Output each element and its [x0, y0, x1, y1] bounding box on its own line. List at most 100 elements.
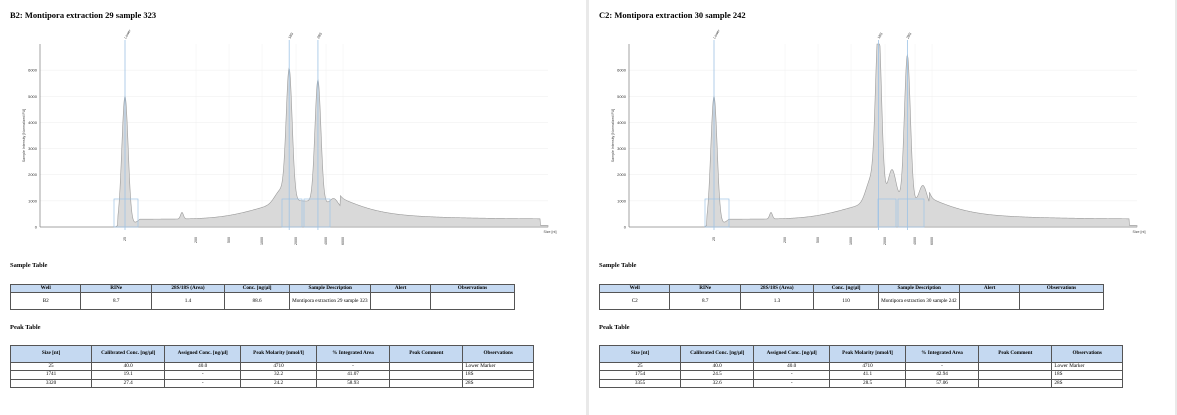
calibrated-conc-cell: 27.4 — [91, 378, 166, 389]
sample-table-label: Sample Table — [10, 262, 48, 269]
col-integrated-area: % Integrated Area — [904, 345, 980, 363]
col-integrated-area: % Integrated Area — [315, 345, 391, 363]
electropherogram-chart: 0 1000 2000 3000 4000 5000 6000 Sample Intensit… — [611, 28, 1146, 245]
x-tick-label: 200 — [194, 237, 198, 243]
col-peak-comment: Peak Comment — [978, 345, 1053, 363]
ratio-cell: 1.3 — [739, 292, 815, 311]
peak-label: 18S — [288, 31, 295, 39]
assigned-conc-cell: - — [164, 370, 242, 380]
col-ratio: 28S/18S (Area) — [150, 283, 226, 294]
y-tick-label: 0 — [624, 225, 627, 230]
area-cell: - — [904, 361, 980, 372]
size-cell: 25 — [598, 361, 682, 372]
page-title: B2: Montipora extraction 29 sample 323 — [10, 10, 157, 20]
integration-region — [877, 198, 897, 228]
col-observations: Observations — [429, 283, 516, 294]
comment-cell — [389, 361, 464, 372]
col-calibrated-conc: Calibrated Conc. [ng/µl] — [680, 345, 755, 363]
calibrated-conc-cell: 24.5 — [680, 370, 755, 380]
table-row: B2 8.7 1.4 88.6 Montipora extraction 29 … — [9, 292, 516, 311]
integration-region — [303, 198, 331, 228]
x-axis-label: Size [nt] — [1133, 230, 1146, 234]
observations-cell: Lower Marker — [1051, 361, 1123, 372]
col-well: Well — [9, 283, 82, 294]
col-peak-molarity: Peak Molarity [nmol/l] — [240, 345, 317, 363]
x-tick-label: 500 — [227, 237, 231, 243]
molarity-cell: 41.1 — [829, 370, 906, 380]
col-ratio: 28S/18S (Area) — [739, 283, 815, 294]
conc-cell: 88.6 — [224, 292, 291, 311]
x-tick-label: 200 — [783, 237, 787, 243]
y-tick-label: 0 — [35, 225, 38, 230]
col-rine: RINe — [669, 283, 741, 294]
calibrated-conc-cell: 32.6 — [680, 378, 755, 389]
col-size: Size [nt] — [9, 345, 93, 363]
observations-cell: Lower Marker — [462, 361, 534, 372]
x-tick-label: 1000 — [849, 237, 853, 245]
col-size: Size [nt] — [598, 345, 682, 363]
molarity-cell: 4710 — [829, 361, 906, 372]
observations-cell — [429, 292, 516, 311]
integration-region — [704, 198, 730, 228]
peak-label: 18S — [877, 31, 884, 39]
page-title: C2: Montipora extraction 30 sample 242 — [599, 10, 746, 20]
y-tick-label: 4000 — [617, 120, 627, 125]
peak-table: Size [nt] Calibrated Conc. [ng/µl] Assig… — [598, 345, 1123, 389]
area-cell: 41.07 — [315, 370, 391, 380]
assigned-conc-cell: - — [753, 378, 831, 389]
conc-cell: 110 — [813, 292, 880, 311]
col-peak-comment: Peak Comment — [389, 345, 464, 363]
y-tick-label: 5000 — [28, 94, 38, 99]
y-axis-label: Sample Intensity [Normalized FU] — [22, 109, 26, 163]
y-tick-label: 6000 — [28, 68, 38, 73]
molarity-cell: 32.2 — [240, 370, 317, 380]
x-tick-label: 6000 — [341, 237, 345, 245]
assigned-conc-cell: - — [164, 378, 242, 389]
y-tick-label: 2000 — [617, 172, 627, 177]
description-cell: Montipora extraction 29 sample 323 — [289, 292, 372, 311]
sample-table-header-row: Well RINe 28S/18S (Area) Conc. [ng/µl] S… — [598, 283, 1105, 294]
x-tick-label: 2000 — [294, 237, 298, 245]
x-tick-label: 4000 — [913, 237, 917, 245]
y-axis-label: Sample Intensity [Normalized FU] — [611, 109, 615, 163]
observations-cell: 28S — [462, 378, 534, 389]
y-tick-label: 4000 — [28, 120, 38, 125]
well-cell: C2 — [598, 292, 671, 311]
peak-label: 28S — [316, 31, 323, 39]
col-rine: RINe — [80, 283, 152, 294]
area-cell: 57.06 — [904, 378, 980, 389]
calibrated-conc-cell: 40.0 — [680, 361, 755, 372]
table-row: 25 40.0 40.0 4710 - Lower Marker — [9, 361, 534, 372]
area-cell: 42.94 — [904, 370, 980, 380]
x-axis-label: Size [nt] — [544, 230, 557, 234]
peak-label: Lower — [123, 28, 132, 39]
observations-cell — [1018, 292, 1105, 311]
integration-region — [897, 198, 925, 228]
x-tick-label: 25 — [712, 237, 716, 241]
col-observations: Observations — [462, 345, 534, 363]
size-cell: 1754 — [598, 370, 682, 380]
sample-table-label: Sample Table — [599, 262, 637, 269]
table-row: 1754 24.5 - 41.1 42.94 18S — [598, 370, 1123, 380]
col-peak-molarity: Peak Molarity [nmol/l] — [829, 345, 906, 363]
y-tick-label: 5000 — [617, 94, 627, 99]
peak-table-label: Peak Table — [10, 324, 41, 331]
peak-label: Lower — [712, 28, 721, 39]
col-calibrated-conc: Calibrated Conc. [ng/µl] — [91, 345, 166, 363]
y-tick-label: 1000 — [28, 198, 38, 203]
x-tick-label: 2000 — [883, 237, 887, 245]
col-description: Sample Description — [878, 283, 961, 294]
comment-cell — [389, 378, 464, 389]
area-cell: 58.93 — [315, 378, 391, 389]
observations-cell: 18S — [462, 370, 534, 380]
observations-cell: 28S — [1051, 378, 1123, 389]
assigned-conc-cell: 40.0 — [753, 361, 831, 372]
table-row: 1741 19.1 - 32.2 41.07 18S — [9, 370, 534, 380]
col-conc: Conc. [ng/µl] — [224, 283, 291, 294]
area-cell: - — [315, 361, 391, 372]
integration-region — [113, 198, 139, 228]
x-tick-label: 6000 — [930, 237, 934, 245]
col-alert: Alert — [959, 283, 1020, 294]
col-description: Sample Description — [289, 283, 372, 294]
comment-cell — [978, 378, 1053, 389]
